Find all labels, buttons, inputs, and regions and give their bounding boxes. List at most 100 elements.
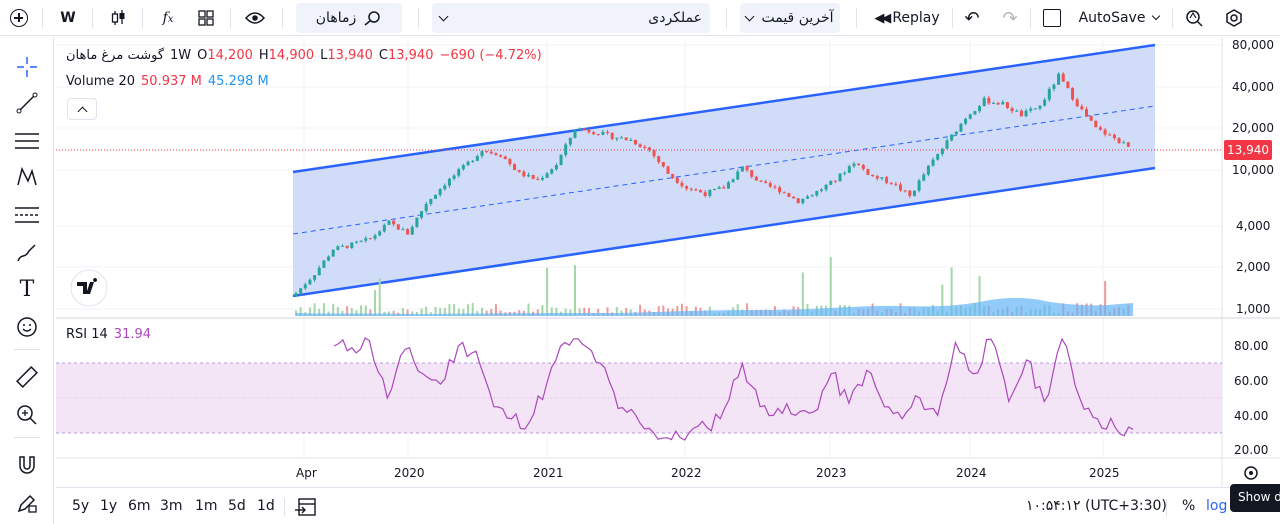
bottom-toolbar: 5y 1y 6m 3m 1m 5d 1d ۱۰:۵۴:۱۲ (UTC+3:30)… xyxy=(56,487,1280,524)
layout-button[interactable] xyxy=(1038,3,1066,33)
volume-bar xyxy=(950,267,953,316)
prediction-tool[interactable] xyxy=(9,199,45,231)
square-icon xyxy=(1043,9,1061,27)
rsi-line xyxy=(333,337,1134,441)
interval-button[interactable]: W xyxy=(60,10,76,26)
rsi-legend[interactable]: RSI 14 31.94 xyxy=(66,327,151,342)
axis-settings-icon[interactable] xyxy=(1244,466,1258,480)
time-tick: 2025 xyxy=(1089,466,1120,480)
lock-drawings-tool[interactable] xyxy=(9,487,45,519)
candle-body xyxy=(908,190,912,196)
emoji-tool[interactable] xyxy=(9,311,45,343)
indicators-dropdown[interactable]: عملکردی xyxy=(432,3,710,33)
channel-lower-line[interactable] xyxy=(292,166,1156,298)
candle-body xyxy=(1071,87,1075,100)
volume-bar xyxy=(420,308,423,316)
range-1m[interactable]: 1m xyxy=(195,498,218,514)
candle-body xyxy=(550,169,554,174)
volume-bar xyxy=(541,305,544,316)
price-type-dropdown[interactable]: آخرین قیمت xyxy=(740,3,840,33)
candle-body xyxy=(926,165,930,175)
candle-body xyxy=(689,188,693,190)
volume-bar xyxy=(639,304,642,316)
candle-body xyxy=(652,150,656,157)
channel-upper-line[interactable] xyxy=(292,43,1156,174)
candle-body xyxy=(978,106,982,112)
candle-body xyxy=(657,156,661,163)
candle-body xyxy=(452,175,456,179)
range-1d[interactable]: 1d xyxy=(257,498,275,514)
redo-button[interactable]: ↷ xyxy=(996,3,1024,33)
rsi-tick: 60.00 xyxy=(1234,374,1268,388)
pattern-tool[interactable] xyxy=(9,161,45,193)
zoom-tool[interactable] xyxy=(9,399,45,431)
candle-body xyxy=(485,150,489,152)
volume-legend[interactable]: Volume 20 50.937 M 45.298 M xyxy=(66,74,269,89)
range-3m[interactable]: 3m xyxy=(160,498,183,514)
candle-body xyxy=(373,235,377,239)
volume-bar xyxy=(341,310,344,316)
chevron-up-icon xyxy=(77,106,87,116)
channel-middle-line[interactable] xyxy=(292,105,1156,235)
symbol-name[interactable]: گوشت مرغ ماهان xyxy=(66,48,165,63)
clock-display[interactable]: ۱۰:۵۴:۱۲ (UTC+3:30) xyxy=(1026,498,1167,514)
tradingview-logo[interactable] xyxy=(70,269,108,307)
candle-body xyxy=(606,131,610,133)
rsi-tick: 40.00 xyxy=(1234,409,1268,423)
candle-body xyxy=(866,168,870,175)
undo-button[interactable]: ↶ xyxy=(958,3,986,33)
replay-button[interactable]: ◀◀ Replay xyxy=(868,3,946,33)
candle-body xyxy=(578,128,582,130)
price-tick: 4,000 xyxy=(1236,219,1270,233)
candle-body xyxy=(801,198,805,204)
indicators-dropdown-label: عملکردی xyxy=(648,10,702,26)
open-label: O xyxy=(197,48,208,63)
candle-body xyxy=(475,156,479,161)
volume-bar xyxy=(615,307,618,316)
volume-bar xyxy=(374,290,377,316)
indicators-button[interactable]: fx xyxy=(154,3,182,33)
add-symbol-button[interactable] xyxy=(4,3,34,33)
volume-bar xyxy=(676,305,679,316)
log-toggle[interactable]: log xyxy=(1206,498,1228,514)
percent-toggle[interactable]: % xyxy=(1182,498,1196,514)
rsi-label: RSI 14 xyxy=(66,327,108,342)
ruler-tool[interactable] xyxy=(9,361,45,393)
candle-body xyxy=(406,229,410,235)
range-5y[interactable]: 5y xyxy=(72,498,90,514)
current-price-label: 13,940 xyxy=(1224,140,1272,160)
volume-bar xyxy=(411,311,414,316)
replay-label: Replay xyxy=(892,10,940,26)
trend-line-icon xyxy=(16,92,38,114)
trend-line-tool[interactable] xyxy=(9,87,45,119)
candle-body xyxy=(661,162,665,167)
volume-value-a: 50.937 M xyxy=(141,74,202,89)
settings-button[interactable] xyxy=(1220,3,1248,33)
candle-body xyxy=(378,231,382,236)
autosave-button[interactable]: AutoSave xyxy=(1072,3,1166,33)
candle-body xyxy=(917,180,921,191)
goto-date-button[interactable] xyxy=(294,496,318,522)
range-1y[interactable]: 1y xyxy=(100,498,118,514)
price-tick: 40,000 xyxy=(1232,80,1274,94)
range-6m[interactable]: 6m xyxy=(128,498,151,514)
chevron-down-icon xyxy=(1152,11,1161,21)
compare-symbol-button[interactable]: زماهان xyxy=(296,3,402,33)
range-5d[interactable]: 5d xyxy=(228,498,246,514)
templates-button[interactable] xyxy=(192,3,220,33)
candle-body xyxy=(461,165,465,170)
magnet-tool[interactable] xyxy=(9,449,45,481)
chart-type-button[interactable] xyxy=(104,3,132,33)
candle-body xyxy=(387,220,391,225)
collapse-legend-button[interactable] xyxy=(67,98,97,120)
candle-body xyxy=(680,182,684,187)
quick-search-button[interactable] xyxy=(1180,3,1208,33)
symbol-legend[interactable]: گوشت مرغ ماهان 1W O 14,200 H 14,900 L 13,94… xyxy=(66,48,542,63)
brush-tool[interactable] xyxy=(9,237,45,269)
visibility-button[interactable] xyxy=(240,3,270,33)
crosshair-tool[interactable] xyxy=(9,51,45,83)
candle-body xyxy=(601,131,605,135)
text-tool[interactable]: T xyxy=(9,273,45,305)
fib-tool[interactable] xyxy=(9,125,45,157)
